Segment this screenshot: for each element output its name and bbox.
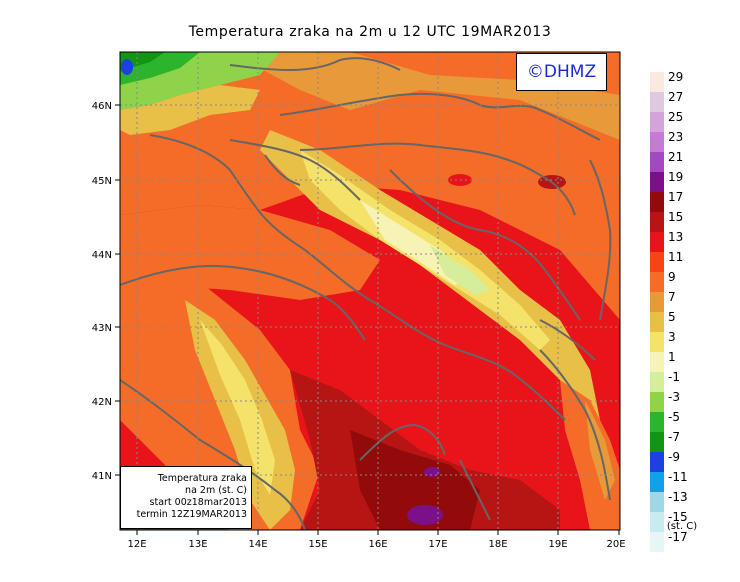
y-tick-label: 43N	[92, 323, 112, 334]
legend-label: -5	[668, 410, 680, 424]
legend-label: 17	[668, 190, 683, 204]
legend-swatch	[650, 472, 664, 492]
grid-lines	[120, 52, 620, 530]
legend-label: -7	[668, 430, 680, 444]
plot-frame	[119, 51, 621, 531]
y-tick-label: 45N	[92, 176, 112, 187]
legend-swatch	[650, 512, 664, 532]
y-axis-labels: 46N 45N 44N 43N 42N 41N	[92, 101, 112, 482]
legend-label: -15	[668, 510, 688, 524]
x-tick-label: 19E	[548, 539, 567, 550]
x-tick-label: 16E	[368, 539, 387, 550]
legend-swatch	[650, 432, 664, 452]
legend-label: 21	[668, 150, 683, 164]
legend-swatch	[650, 312, 664, 332]
tick-marks	[115, 104, 620, 535]
legend-label: -11	[668, 470, 688, 484]
legend-swatch	[650, 92, 664, 112]
dhmz-logo: ©DHMZ	[516, 53, 607, 91]
legend-swatch	[650, 452, 664, 472]
y-tick-label: 44N	[92, 250, 112, 261]
legend-label: 15	[668, 210, 683, 224]
legend-swatch	[650, 272, 664, 292]
legend-label: 9	[668, 270, 676, 284]
x-tick-label: 18E	[488, 539, 507, 550]
borders	[229, 57, 612, 361]
legend-swatch	[650, 152, 664, 172]
x-tick-label: 15E	[308, 539, 327, 550]
info-line: start 00z18mar2013	[149, 497, 247, 508]
info-line: na 2m (st. C)	[185, 485, 247, 496]
legend-swatch	[650, 132, 664, 152]
info-box: Temperatura zraka na 2m (st. C) start 00…	[120, 466, 252, 529]
info-line: termin 12Z19MAR2013	[136, 509, 247, 520]
legend-swatch	[650, 392, 664, 412]
x-tick-label: 20E	[606, 539, 625, 550]
legend-swatch	[650, 372, 664, 392]
legend-swatch	[650, 192, 664, 212]
map-title: Temperatura zraka na 2m u 12 UTC 19MAR20…	[188, 24, 552, 40]
legend-label: 5	[668, 310, 676, 324]
legend-unit: (st. C)	[667, 521, 697, 532]
legend-label: 7	[668, 290, 676, 304]
legend-label: -1	[668, 370, 680, 384]
y-tick-label: 41N	[92, 471, 112, 482]
legend-label: 19	[668, 170, 683, 184]
legend-label: 23	[668, 130, 683, 144]
legend-swatch	[650, 532, 664, 552]
legend-label: 1	[668, 350, 676, 364]
legend-label: -13	[668, 490, 688, 504]
x-axis-labels: 12E 13E 14E 15E 16E 17E 18E 19E 20E	[127, 539, 625, 550]
legend-label: 11	[668, 250, 683, 264]
legend-swatch	[650, 72, 664, 92]
legend-label: 13	[668, 230, 683, 244]
y-tick-label: 46N	[92, 101, 112, 112]
x-tick-label: 13E	[188, 539, 207, 550]
legend-label: 27	[668, 90, 683, 104]
legend-swatch	[650, 232, 664, 252]
legend-label: -3	[668, 390, 680, 404]
y-tick-label: 42N	[92, 397, 112, 408]
legend-swatch	[650, 292, 664, 312]
legend-swatch	[650, 212, 664, 232]
legend-label: -9	[668, 450, 680, 464]
x-tick-label: 14E	[248, 539, 267, 550]
info-line: Temperatura zraka	[157, 473, 247, 484]
legend-swatch	[650, 352, 664, 372]
x-tick-label: 17E	[428, 539, 447, 550]
x-tick-label: 12E	[127, 539, 146, 550]
legend-label: 25	[668, 110, 683, 124]
legend-swatch	[650, 412, 664, 432]
legend-label: 3	[668, 330, 676, 344]
temperature-field	[120, 52, 620, 530]
legend-swatch	[650, 332, 664, 352]
legend-swatch	[650, 112, 664, 132]
legend-label: 29	[668, 70, 683, 84]
legend-swatch	[650, 252, 664, 272]
color-legend: 29 27 25 23 21 19 17 15 13 11 9 7 5 3 1 -1 -3 -5 -7 -9 -11 -1…	[650, 70, 688, 552]
coastlines	[120, 134, 611, 530]
legend-swatch	[650, 172, 664, 192]
legend-label: -17	[668, 530, 688, 544]
legend-swatch	[650, 492, 664, 512]
